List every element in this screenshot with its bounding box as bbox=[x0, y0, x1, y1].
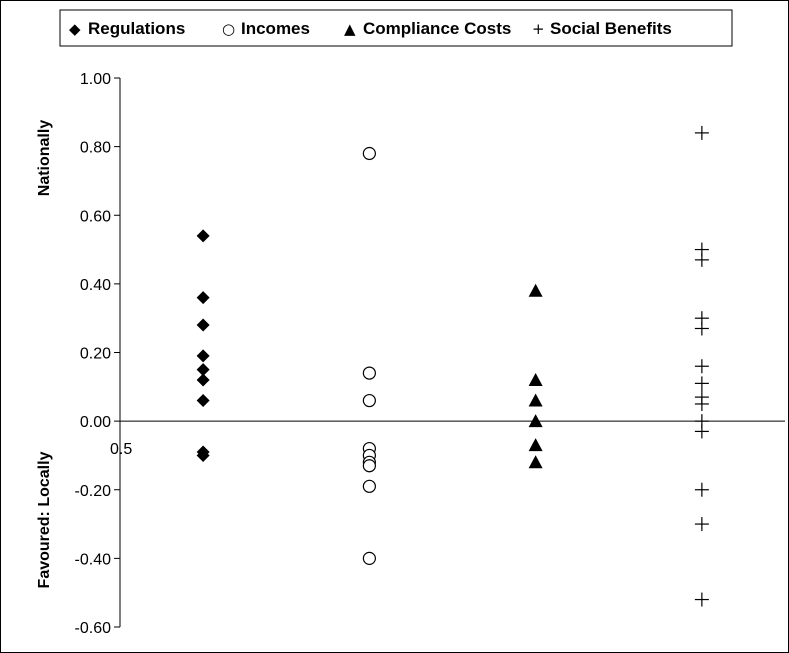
axes: 1.00 0.80 0.60 0.40 0.20 0.00 -0.20 -0.40 -0.60 bbox=[75, 71, 785, 637]
legend-symbol-regulations: ◆ bbox=[69, 20, 81, 38]
regulations-point bbox=[196, 394, 210, 408]
y-tick-label: -0.40 bbox=[75, 551, 112, 568]
regulations-point bbox=[196, 373, 210, 387]
compliance-costs-point bbox=[528, 393, 543, 407]
compliance-costs-point bbox=[528, 283, 543, 297]
x-tick-label: 0.5 bbox=[110, 441, 132, 458]
y-tick-label: 1.00 bbox=[80, 71, 111, 88]
y-axis-title-top: Nationally bbox=[36, 120, 53, 197]
y-tick-label: -0.20 bbox=[75, 483, 112, 500]
regulations-point bbox=[196, 318, 210, 332]
legend-label-regulations: Regulations bbox=[88, 19, 185, 38]
compliance-costs-point bbox=[528, 455, 543, 469]
regulations-point bbox=[196, 363, 210, 377]
incomes-point bbox=[362, 146, 376, 161]
social-benefits-point bbox=[694, 321, 709, 336]
legend-symbol-incomes: ○ bbox=[222, 20, 235, 38]
incomes-point bbox=[362, 393, 376, 408]
data-marks bbox=[196, 125, 709, 607]
social-benefits-point bbox=[694, 376, 709, 391]
y-tick-label: 0.80 bbox=[80, 140, 111, 157]
social-benefits-point bbox=[694, 592, 709, 607]
compliance-costs-point bbox=[528, 414, 543, 428]
y-tick-label: 0.20 bbox=[80, 346, 111, 363]
social-benefits-point bbox=[694, 396, 709, 411]
legend-box bbox=[59, 9, 733, 47]
compliance-costs-point bbox=[528, 438, 543, 452]
incomes-point bbox=[362, 551, 376, 565]
regulations-point bbox=[196, 291, 210, 305]
regulations-point bbox=[196, 349, 210, 363]
incomes-point bbox=[362, 366, 376, 380]
legend-symbol-compliance-costs: ▲ bbox=[344, 20, 356, 38]
incomes-point bbox=[362, 479, 376, 493]
social-benefits-point bbox=[694, 482, 709, 497]
social-benefits-point bbox=[694, 517, 709, 532]
incomes-point bbox=[362, 459, 376, 473]
social-benefits-point bbox=[694, 125, 709, 140]
social-benefits-point bbox=[694, 359, 709, 374]
legend-label-compliance-costs: Compliance Costs bbox=[363, 19, 511, 38]
y-tick-label: 0.60 bbox=[80, 208, 111, 225]
legend: ◆ Regulations ○ Incomes ▲ Compliance Cos… bbox=[59, 9, 733, 47]
legend-symbol-social-benefits: + bbox=[532, 20, 545, 38]
legend-label-social-benefits: Social Benefits bbox=[550, 19, 672, 38]
social-benefits-point bbox=[694, 252, 709, 267]
y-tick-label: 0.40 bbox=[80, 277, 111, 294]
y-axis-title-bottom: Favoured: Locally bbox=[36, 451, 53, 588]
regulations-point bbox=[196, 229, 210, 243]
social-benefits-point bbox=[694, 424, 709, 439]
compliance-costs-point bbox=[528, 372, 543, 386]
legend-label-incomes: Incomes bbox=[241, 19, 310, 38]
y-tick-label: 0.00 bbox=[80, 414, 111, 431]
y-tick-label: -0.60 bbox=[75, 620, 112, 637]
regulations-point bbox=[196, 448, 210, 462]
